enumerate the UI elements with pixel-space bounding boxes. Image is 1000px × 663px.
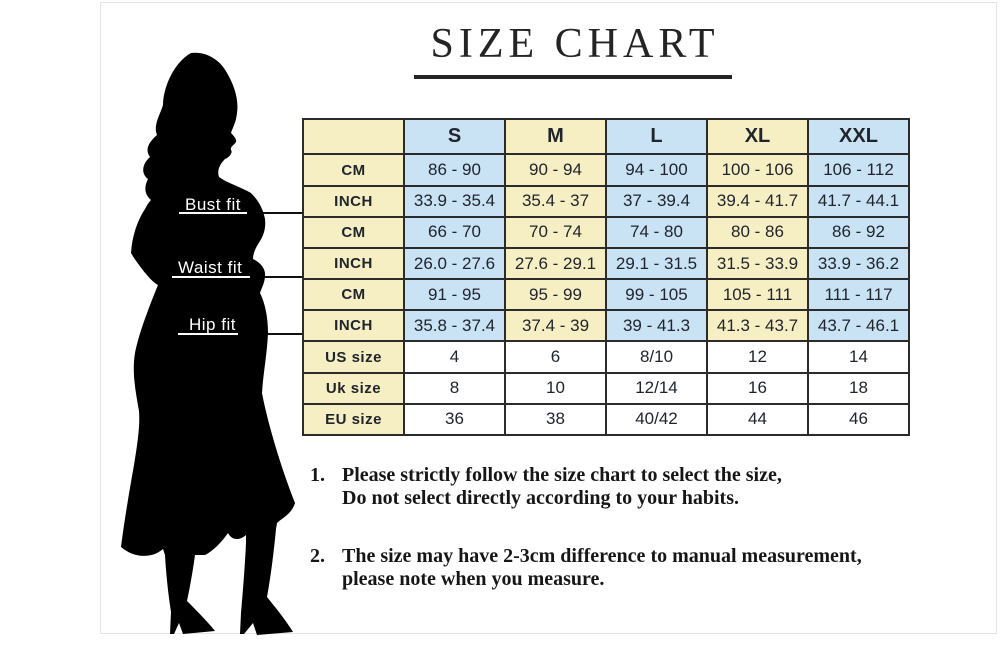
col-header-xxl: XXL: [807, 117, 910, 156]
row-label: EU size: [302, 402, 405, 437]
col-header-xl: XL: [706, 117, 809, 156]
cell: 99 - 105: [605, 278, 708, 312]
hip-fit-underline: [178, 333, 238, 335]
cell: 106 - 112: [807, 153, 910, 187]
cell: 44: [706, 402, 809, 437]
row-label: INCH: [302, 246, 405, 281]
cell: 6: [504, 340, 607, 374]
cell: 66 - 70: [403, 215, 506, 249]
cell: 43.7 - 46.1: [807, 309, 910, 343]
row-label: US size: [302, 340, 405, 374]
bust-fit-label: Bust fit: [185, 195, 241, 214]
note-1: 1. Please strictly follow the size chart…: [310, 464, 990, 510]
waist-cm-row: CM 66 - 70 70 - 74 74 - 80 80 - 86 86 - …: [302, 215, 910, 249]
cell: 111 - 117: [807, 278, 910, 312]
hip-cm-row: CM 91 - 95 95 - 99 99 - 105 105 - 111 11…: [302, 278, 910, 312]
cell: 16: [706, 371, 809, 405]
hip-fit-label: Hip fit: [189, 315, 236, 334]
cell: 95 - 99: [504, 278, 607, 312]
hip-inch-row: INCH 35.8 - 37.4 37.4 - 39 39 - 41.3 41.…: [302, 309, 910, 343]
cell: 86 - 90: [403, 153, 506, 187]
note-2-line-2: please note when you measure.: [342, 568, 605, 590]
cell: 91 - 95: [403, 278, 506, 312]
waist-fit-underline: [172, 276, 250, 278]
cell: 18: [807, 371, 910, 405]
row-label: Uk size: [302, 371, 405, 405]
note-1-number: 1.: [310, 464, 325, 486]
cell: 38: [504, 402, 607, 437]
row-label: INCH: [302, 309, 405, 343]
image-frame-border: [100, 2, 997, 634]
size-table: S M L XL XXL CM 86 - 90 90 - 94 94 - 100…: [302, 117, 910, 437]
title-underline: [414, 75, 732, 79]
row-label: CM: [302, 278, 405, 312]
cell: 8/10: [605, 340, 708, 374]
cell: 94 - 100: [605, 153, 708, 187]
cell: 27.6 - 29.1: [504, 246, 607, 281]
cell: 26.0 - 27.6: [403, 246, 506, 281]
row-label: CM: [302, 215, 405, 249]
cell: 46: [807, 402, 910, 437]
bust-cm-row: CM 86 - 90 90 - 94 94 - 100 100 - 106 10…: [302, 153, 910, 187]
cell: 41.7 - 44.1: [807, 184, 910, 218]
col-header-l: L: [605, 117, 708, 156]
bust-inch-row: INCH 33.9 - 35.4 35.4 - 37 37 - 39.4 39.…: [302, 184, 910, 218]
cell: 86 - 92: [807, 215, 910, 249]
cell: 35.8 - 37.4: [403, 309, 506, 343]
note-1-line-2: Do not select directly according to your…: [342, 487, 740, 509]
bust-fit-underline: [179, 212, 247, 214]
woman-silhouette-illustration: [121, 52, 295, 636]
note-2-number: 2.: [310, 545, 325, 567]
page-title: SIZE CHART: [430, 21, 720, 67]
cell: 35.4 - 37: [504, 184, 607, 218]
cell: 29.1 - 31.5: [605, 246, 708, 281]
cell: 14: [807, 340, 910, 374]
row-label: INCH: [302, 184, 405, 218]
cell: 31.5 - 33.9: [706, 246, 809, 281]
cell: 10: [504, 371, 607, 405]
cell: 12: [706, 340, 809, 374]
cell: 36: [403, 402, 506, 437]
cell: 12/14: [605, 371, 708, 405]
cell: 70 - 74: [504, 215, 607, 249]
cell: 39.4 - 41.7: [706, 184, 809, 218]
col-header-s: S: [403, 117, 506, 156]
col-header-m: M: [504, 117, 607, 156]
cell: 37.4 - 39: [504, 309, 607, 343]
cell: 33.9 - 36.2: [807, 246, 910, 281]
note-1-line-1: Please strictly follow the size chart to…: [342, 464, 782, 486]
row-label: CM: [302, 153, 405, 187]
uk-size-row: Uk size 8 10 12/14 16 18: [302, 371, 910, 405]
cell: 80 - 86: [706, 215, 809, 249]
cell: 4: [403, 340, 506, 374]
note-1-text: Please strictly follow the size chart to…: [342, 464, 990, 510]
us-size-row: US size 4 6 8/10 12 14: [302, 340, 910, 374]
note-2: 2. The size may have 2-3cm difference to…: [310, 545, 990, 591]
notes-section: 1. Please strictly follow the size chart…: [310, 464, 990, 626]
cell: 100 - 106: [706, 153, 809, 187]
cell: 40/42: [605, 402, 708, 437]
note-2-line-1: The size may have 2-3cm difference to ma…: [342, 545, 862, 567]
size-header-row: S M L XL XXL: [302, 117, 910, 156]
cell: 8: [403, 371, 506, 405]
note-2-text: The size may have 2-3cm difference to ma…: [342, 545, 990, 591]
cell: 33.9 - 35.4: [403, 184, 506, 218]
cell: 39 - 41.3: [605, 309, 708, 343]
eu-size-row: EU size 36 38 40/42 44 46: [302, 402, 910, 437]
cell: 41.3 - 43.7: [706, 309, 809, 343]
cell: 90 - 94: [504, 153, 607, 187]
corner-cell: [302, 117, 405, 156]
cell: 37 - 39.4: [605, 184, 708, 218]
cell: 74 - 80: [605, 215, 708, 249]
cell: 105 - 111: [706, 278, 809, 312]
waist-fit-label: Waist fit: [178, 258, 243, 277]
waist-inch-row: INCH 26.0 - 27.6 27.6 - 29.1 29.1 - 31.5…: [302, 246, 910, 281]
